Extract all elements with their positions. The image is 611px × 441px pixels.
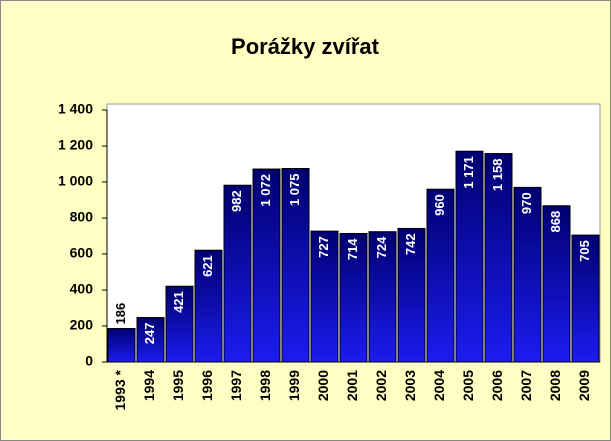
x-tick-label: 2008 — [547, 370, 563, 401]
x-tick-label: 2000 — [315, 370, 331, 401]
bar — [223, 184, 252, 363]
y-tick-label: 1 400 — [58, 101, 93, 117]
value-label: 621 — [200, 255, 215, 277]
bar — [397, 227, 426, 363]
x-tick-label: 2004 — [431, 370, 447, 401]
value-label: 705 — [577, 240, 592, 262]
y-tick-label: 1 200 — [58, 137, 93, 153]
x-tick-label: 1999 — [286, 370, 302, 401]
value-label: 1 171 — [461, 156, 476, 189]
x-tick-label: 1997 — [228, 370, 244, 401]
value-label: 1 072 — [258, 174, 273, 207]
value-label: 186 — [113, 303, 128, 325]
x-tick-label: 2009 — [576, 370, 592, 401]
bar — [368, 231, 397, 363]
x-tick-label: 1993 * — [112, 369, 128, 410]
value-label: 421 — [171, 291, 186, 313]
x-tick-label: 2007 — [518, 370, 534, 401]
y-tick-label: 400 — [70, 281, 94, 297]
y-tick-label: 600 — [70, 245, 94, 261]
x-tick-label: 2005 — [460, 370, 476, 401]
x-tick-label: 1998 — [257, 370, 273, 401]
x-tick-label: 2006 — [489, 370, 505, 401]
x-tick-label: 1994 — [141, 370, 157, 401]
value-label: 960 — [432, 194, 447, 216]
x-tick-label: 1996 — [199, 370, 215, 401]
bar — [455, 150, 484, 363]
value-label: 970 — [519, 192, 534, 214]
bar — [310, 230, 339, 363]
bar — [281, 168, 310, 363]
value-label: 247 — [142, 323, 157, 345]
value-label: 1 075 — [287, 174, 302, 207]
value-label: 727 — [316, 236, 331, 258]
chart-title: Porážky zvířat — [231, 34, 380, 59]
bar — [513, 186, 542, 363]
x-tick-label: 1995 — [170, 370, 186, 401]
value-label: 982 — [229, 190, 244, 212]
bar — [252, 168, 281, 363]
x-tick-label: 2001 — [344, 370, 360, 401]
x-tick-label: 2002 — [373, 370, 389, 401]
y-tick-label: 0 — [85, 353, 93, 369]
x-tick-label: 2003 — [402, 370, 418, 401]
y-tick-label: 200 — [70, 317, 94, 333]
bar — [484, 153, 513, 363]
bar — [426, 188, 455, 363]
value-label: 714 — [345, 238, 360, 260]
bar — [542, 205, 571, 363]
value-label: 724 — [374, 236, 389, 258]
value-label: 742 — [403, 233, 418, 255]
y-tick-label: 800 — [70, 209, 94, 225]
bar — [107, 328, 136, 363]
bar — [571, 234, 600, 363]
value-label: 868 — [548, 211, 563, 233]
y-tick-label: 1 000 — [58, 173, 93, 189]
value-label: 1 158 — [490, 159, 505, 192]
